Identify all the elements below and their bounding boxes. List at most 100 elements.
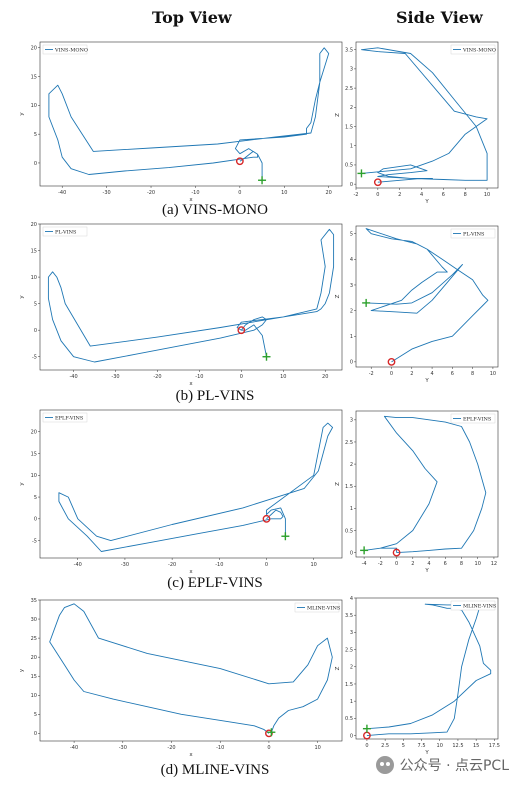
y-tick-label: 4 [350, 596, 353, 602]
y-tick-label: 1 [350, 699, 353, 705]
x-tick-label: 6 [444, 561, 447, 567]
y-tick-label: 0.5 [345, 163, 353, 169]
y-tick-label: 5 [350, 231, 353, 237]
start-marker [373, 178, 382, 187]
legend-box [42, 44, 88, 55]
y-tick-label: 10 [31, 103, 37, 109]
y-tick-label: 3 [350, 418, 353, 424]
y-tick-label: 2 [350, 105, 353, 111]
trajectory-line [49, 603, 333, 734]
y-tick-label: 30 [31, 617, 37, 623]
legend-box [450, 600, 496, 611]
legend-box [42, 412, 88, 423]
caption-pl-vins: (b) PL-VINS [175, 388, 255, 404]
y-tick-label: 20 [31, 46, 37, 52]
y-tick-label: 5 [34, 495, 37, 501]
x-tick-label: 0 [238, 190, 241, 196]
y-tick-label: 0 [350, 182, 353, 188]
x-axis-label: Y [424, 750, 429, 756]
y-tick-label: 2.5 [345, 647, 353, 653]
plot-side-mline-vins: 0 2.5 5 7.5 10 12.5 15 17.5 0 0.5 1 1.5 2 2.5 3 3.5 4 Y Z M… [335, 596, 500, 756]
x-tick-label: 8 [464, 192, 467, 198]
y-tick-label: 3 [350, 67, 353, 73]
y-tick-label: 2 [350, 665, 353, 671]
start-marker [265, 729, 273, 738]
y-tick-label: 0 [350, 733, 353, 739]
x-tick-label: 10 [490, 371, 496, 377]
legend-box [450, 44, 496, 55]
start-marker [392, 548, 401, 557]
plot-top-vins-mono: -40 -30 -20 -10 0 10 20 0 5 10 15 20 x y VINS-MONO [19, 41, 343, 203]
x-tick-label: 6 [451, 371, 454, 377]
plot-top-pl-vins: -40 -30 -20 -10 0 10 20 -5 0 5 10 15 20 x y PL-VINS [19, 222, 343, 387]
watermark-text: 公众号 · 点云PCL [399, 758, 509, 774]
x-tick-label: 0 [395, 561, 398, 567]
y-axis-label: y [19, 482, 25, 486]
y-tick-label: 2 [350, 308, 353, 314]
watermark: 公众号 · 点云PCL [375, 755, 509, 775]
x-tick-label: -40 [74, 562, 82, 568]
legend-box [294, 602, 340, 613]
y-tick-label: 0 [350, 550, 353, 556]
x-tick-label: 2 [410, 371, 413, 377]
x-tick-label: -10 [195, 374, 203, 380]
plot-top-mline-vins: -40 -30 -20 -10 0 10 0 5 10 15 20 25 30 35 x y MLINE-VIN… [19, 598, 343, 758]
start-marker [387, 357, 396, 366]
y-axis-label: y [19, 295, 25, 299]
x-tick-label: 6 [442, 192, 445, 198]
y-tick-label: 0 [34, 161, 37, 167]
x-tick-label: -30 [119, 745, 127, 751]
y-axis-label: Z [335, 294, 341, 298]
x-tick-label: 20 [322, 374, 328, 380]
x-tick-label: -20 [168, 562, 176, 568]
plot-frame [39, 409, 343, 559]
x-tick-label: 2 [398, 192, 401, 198]
plot-frame [355, 41, 499, 189]
x-tick-label: -4 [362, 561, 367, 567]
side-view-header: Side View [396, 8, 483, 27]
legend-label: EPLF-VINS [463, 416, 492, 422]
y-tick-label: 2 [350, 462, 353, 468]
trajectory-line [47, 228, 335, 363]
x-axis-label: Y [424, 199, 429, 205]
plot-frame [355, 225, 499, 368]
x-tick-label: 5 [402, 743, 405, 749]
legend-label: MLINE-VINS [463, 603, 497, 609]
y-tick-label: 15 [31, 451, 37, 457]
y-axis-label: Z [335, 666, 341, 670]
legend-box [42, 226, 88, 237]
x-tick-label: -30 [111, 374, 119, 380]
trajectory-line [366, 603, 492, 737]
start-marker [262, 514, 271, 523]
start-marker [237, 326, 246, 335]
trajectory-line [58, 422, 334, 552]
plot-frame [39, 41, 343, 187]
y-axis-label: y [19, 668, 25, 672]
plot-top-eplf-vins: -40 -30 -20 -10 0 10 -5 0 5 10 15 20 x y EPLF-VINS [19, 409, 343, 575]
y-tick-label: 20 [31, 655, 37, 661]
legend-label: PL-VINS [55, 229, 77, 235]
plot-side-pl-vins: -2 0 2 4 6 8 10 0 1 2 3 4 5 Y Z PL-VINS [335, 225, 499, 384]
y-tick-label: 0.5 [345, 716, 353, 722]
top-view-header: Top View [152, 8, 232, 27]
x-tick-label: -20 [147, 190, 155, 196]
legend-label: EPLF-VINS [55, 415, 84, 421]
legend-box [450, 228, 496, 239]
y-axis-label: y [19, 112, 25, 116]
x-axis-label: Y [424, 568, 429, 574]
x-tick-label: -10 [216, 745, 224, 751]
trajectory-line [363, 415, 487, 554]
x-tick-label: 10 [280, 374, 286, 380]
legend-label: VINS-MONO [462, 47, 496, 53]
x-tick-label: -20 [167, 745, 175, 751]
wechat-icon [375, 756, 394, 774]
x-tick-label: -40 [58, 190, 66, 196]
y-tick-label: 3.5 [345, 47, 353, 53]
y-tick-label: 1 [350, 334, 353, 340]
x-axis-label: x [189, 381, 193, 387]
plot-frame [355, 410, 499, 558]
plot-side-eplf-vins: -4 -2 0 2 4 6 8 10 12 0 0.5 1 1.5 2 2.5 3 Y Z EPLF-VINS [335, 410, 499, 574]
x-tick-label: 17.5 [489, 743, 500, 749]
x-tick-label: -30 [103, 190, 111, 196]
